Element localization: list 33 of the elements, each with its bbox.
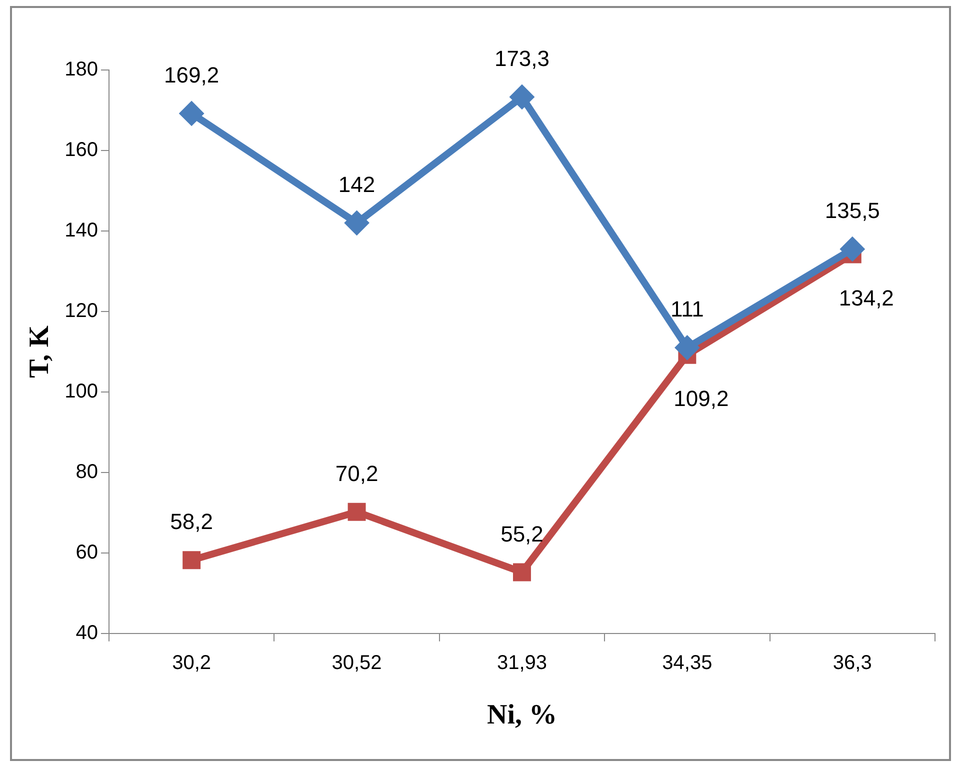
data-label: 55,2 xyxy=(500,521,544,546)
y-tick-label: 140 xyxy=(64,219,98,242)
data-label: 169,2 xyxy=(164,62,220,88)
point xyxy=(348,502,366,521)
data-label: 70,2 xyxy=(335,460,378,486)
x-axis-title: Ni, % xyxy=(486,699,557,730)
point xyxy=(179,100,204,126)
data-label: 109,2 xyxy=(674,386,729,411)
y-tick-label: 40 xyxy=(76,622,98,644)
point xyxy=(509,84,534,110)
y-tick-label: 80 xyxy=(76,460,98,483)
y-tick-label: 100 xyxy=(64,380,98,402)
x-tick-label: 30,52 xyxy=(332,652,382,674)
x-tick-label: 30,2 xyxy=(172,652,212,674)
point xyxy=(344,210,370,236)
point xyxy=(182,551,201,570)
data-label: 135,5 xyxy=(824,198,880,224)
x-tick-label: 34,35 xyxy=(662,652,712,674)
y-tick-label: 60 xyxy=(76,541,98,564)
point xyxy=(840,236,865,262)
data-label: 173,3 xyxy=(494,46,550,72)
y-tick-label: 180 xyxy=(64,58,98,81)
data-label: 58,2 xyxy=(170,509,213,534)
data-label: 142 xyxy=(338,172,376,197)
data-label: 111 xyxy=(670,296,704,322)
y-axis-title: T, K xyxy=(24,325,56,378)
data-label: 134,2 xyxy=(838,285,894,310)
point xyxy=(513,563,531,582)
y-tick-label: 120 xyxy=(64,300,98,322)
x-tick-label: 36,3 xyxy=(832,652,872,674)
point xyxy=(674,335,700,360)
y-tick-label: 160 xyxy=(64,139,98,161)
x-tick-label: 31,93 xyxy=(496,652,548,674)
